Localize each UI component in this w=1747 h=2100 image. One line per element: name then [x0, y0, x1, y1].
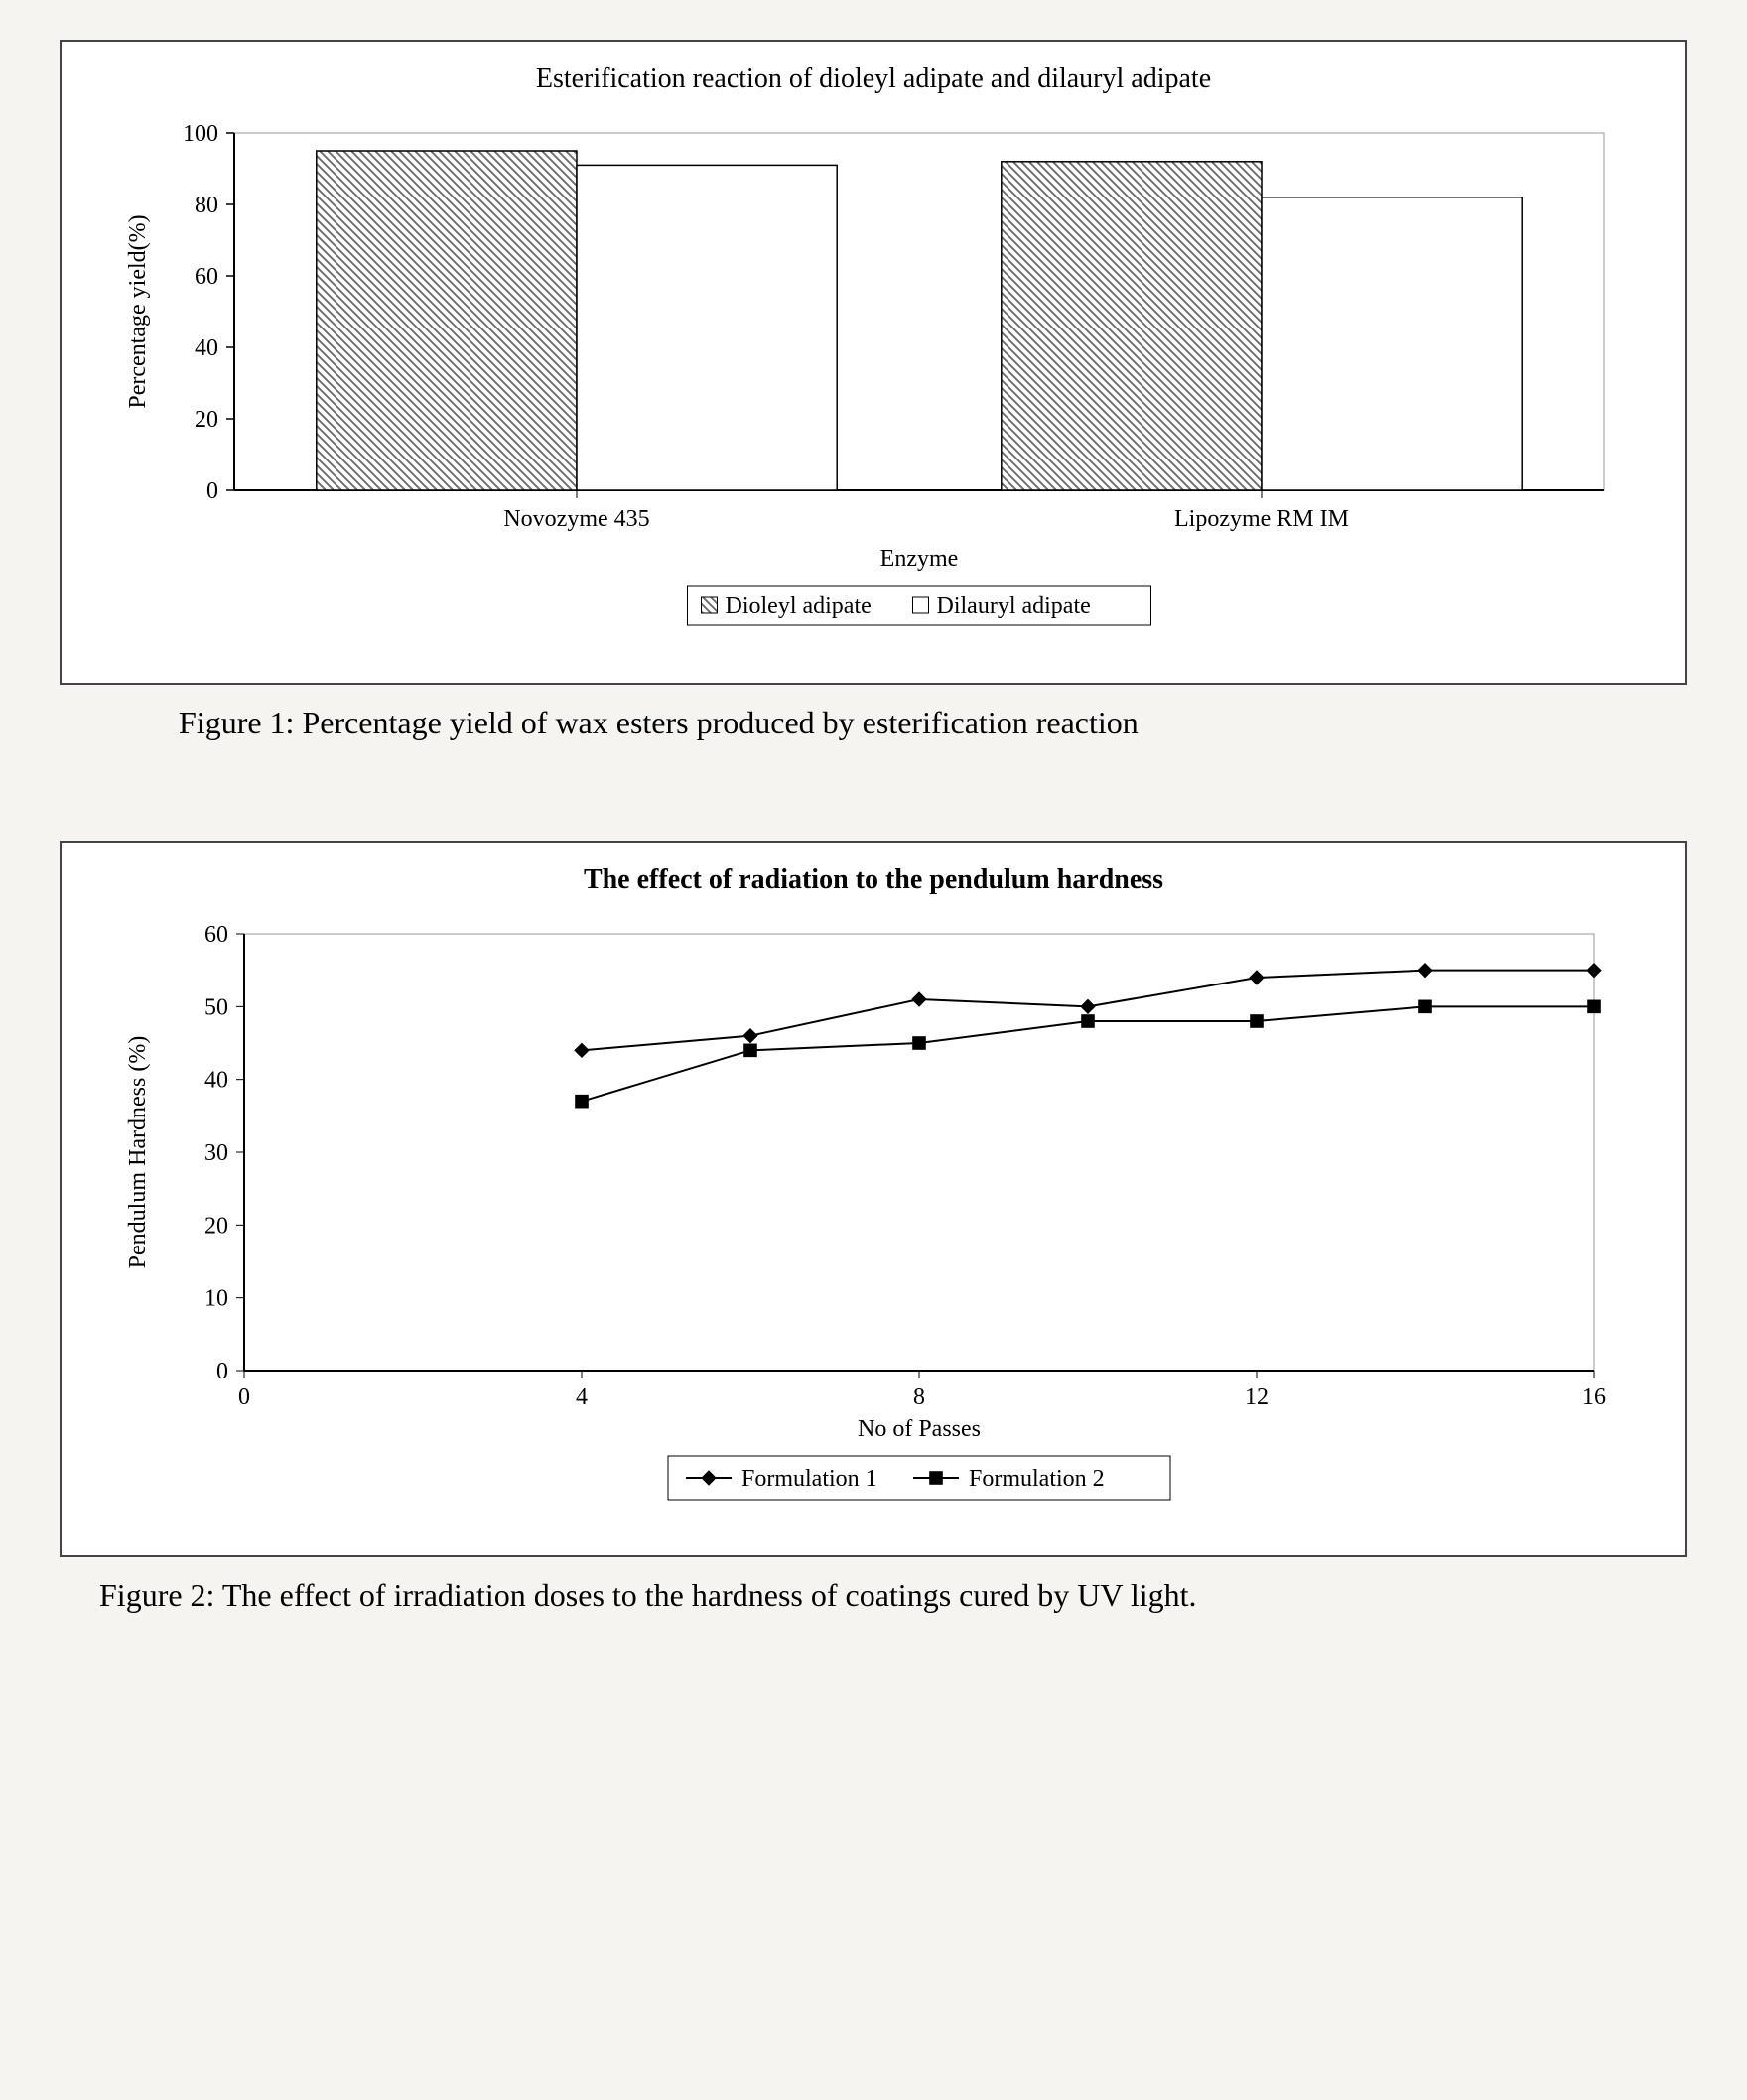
- svg-text:Percentage yield(%): Percentage yield(%): [125, 214, 151, 408]
- svg-text:0: 0: [216, 1359, 228, 1384]
- svg-text:Dioleyl adipate: Dioleyl adipate: [726, 593, 872, 619]
- svg-text:16: 16: [1582, 1384, 1606, 1410]
- svg-text:Enzyme: Enzyme: [880, 546, 959, 572]
- svg-text:40: 40: [204, 1068, 228, 1094]
- svg-text:40: 40: [195, 335, 218, 361]
- svg-text:0: 0: [206, 478, 218, 504]
- figure-1-title: Esterification reaction of dioleyl adipa…: [75, 64, 1672, 95]
- svg-text:No of Passes: No of Passes: [858, 1416, 981, 1442]
- svg-text:Novozyme 435: Novozyme 435: [503, 506, 649, 532]
- svg-text:60: 60: [204, 922, 228, 948]
- svg-text:30: 30: [204, 1140, 228, 1166]
- bar: [577, 165, 837, 490]
- svg-text:Dilauryl adipate: Dilauryl adipate: [937, 593, 1091, 619]
- bar: [1262, 197, 1522, 490]
- svg-text:10: 10: [204, 1286, 228, 1312]
- bar: [1002, 162, 1262, 490]
- svg-text:0: 0: [238, 1384, 250, 1410]
- figure-2-block: The effect of radiation to the pendulum …: [60, 841, 1687, 1614]
- svg-text:8: 8: [913, 1384, 925, 1410]
- svg-text:20: 20: [204, 1213, 228, 1239]
- svg-text:Formulation 2: Formulation 2: [969, 1466, 1105, 1492]
- svg-text:Formulation 1: Formulation 1: [741, 1466, 877, 1492]
- bar: [317, 151, 577, 490]
- svg-text:Pendulum Hardness (%): Pendulum Hardness (%): [125, 1036, 151, 1269]
- figure-2-chart: 0 10 20 30 40 50 60 0 4 8 12 16 Pendulum Hardness (%…: [75, 914, 1644, 1549]
- figure-2-outer-frame: The effect of radiation to the pendulum …: [60, 841, 1687, 1557]
- figure-1-chart: 0 20 40 60 80 100 Percentage yield(%) Novozyme …: [75, 113, 1644, 669]
- svg-text:Lipozyme RM IM: Lipozyme RM IM: [1174, 506, 1349, 532]
- svg-text:12: 12: [1245, 1384, 1269, 1410]
- svg-text:80: 80: [195, 193, 218, 218]
- figure-1-caption: Figure 1: Percentage yield of wax esters…: [179, 705, 1687, 741]
- svg-text:4: 4: [576, 1384, 588, 1410]
- figure-1-block: Esterification reaction of dioleyl adipa…: [60, 40, 1687, 741]
- figure-2-title: The effect of radiation to the pendulum …: [75, 864, 1672, 896]
- svg-text:100: 100: [183, 121, 218, 147]
- svg-text:50: 50: [204, 994, 228, 1020]
- figure-2-caption: Figure 2: The effect of irradiation dose…: [99, 1577, 1687, 1614]
- svg-text:60: 60: [195, 264, 218, 290]
- svg-text:20: 20: [195, 407, 218, 433]
- figure-1-outer-frame: Esterification reaction of dioleyl adipa…: [60, 40, 1687, 685]
